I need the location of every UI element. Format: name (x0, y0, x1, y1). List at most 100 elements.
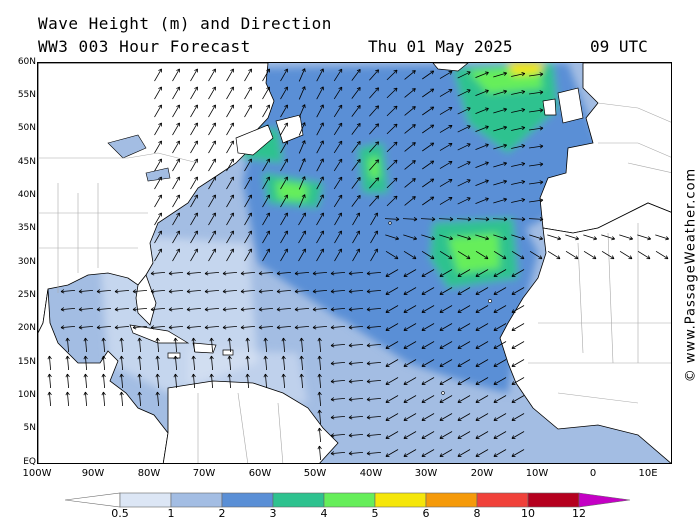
wave-direction-arrow (385, 449, 399, 457)
wave-direction-arrow (132, 307, 148, 312)
colorbar-label-12: 12 (572, 507, 586, 520)
wave-direction-arrow (280, 122, 288, 136)
wave-direction-arrow (529, 162, 544, 167)
wave-direction-arrow (493, 305, 507, 313)
wave-direction-arrow (280, 194, 288, 208)
wave-direction-arrow (172, 194, 180, 208)
wave-direction-arrow (330, 361, 346, 366)
wave-direction-arrow (137, 355, 142, 371)
wave-direction-arrow (511, 413, 525, 421)
wave-direction-arrow (258, 307, 274, 312)
colorbar-segment-4-5 (323, 492, 376, 508)
wave-direction-arrow (457, 359, 471, 367)
wave-direction-arrow (385, 234, 399, 241)
wave-direction-arrow (511, 125, 526, 131)
lon-label-60w: 60W (248, 468, 272, 479)
wave-direction-arrow (475, 71, 489, 78)
wave-direction-arrow (422, 160, 435, 170)
lat-label-55n: 55N (17, 90, 36, 100)
wave-direction-arrow (475, 107, 489, 114)
wave-direction-arrow (619, 234, 633, 241)
wave-direction-arrow (154, 248, 162, 262)
wave-direction-arrow (493, 395, 507, 403)
wave-direction-arrow (226, 122, 234, 136)
wave-direction-arrow (404, 70, 416, 80)
wave-direction-arrow (154, 122, 162, 136)
wave-direction-arrow (298, 68, 306, 82)
wave-direction-arrow (47, 355, 52, 371)
wave-direction-arrow (421, 377, 435, 385)
wave-direction-arrow (403, 234, 417, 241)
wave-direction-arrow (258, 325, 274, 330)
colorbar-segment-3-4 (272, 492, 325, 508)
wave-direction-arrow (511, 287, 525, 295)
wave-direction-arrow (403, 305, 417, 313)
wave-direction-arrow (317, 427, 322, 443)
wave-direction-arrow (421, 359, 435, 367)
country-borders (38, 102, 671, 463)
wave-direction-arrow (403, 449, 417, 457)
wave-direction-arrow (281, 355, 286, 371)
wave-direction-arrow (637, 234, 651, 241)
wave-direction-arrow (385, 323, 399, 331)
wave-direction-arrow (475, 269, 489, 277)
wave-direction-arrow (475, 323, 489, 331)
wave-direction-arrow (312, 271, 328, 276)
wave-direction-arrow (330, 397, 346, 402)
wave-direction-arrow (529, 144, 544, 149)
wave-direction-arrow (511, 449, 525, 457)
british-isles (557, 87, 584, 124)
wave-direction-arrow (456, 217, 472, 222)
wave-direction-arrow (369, 141, 380, 153)
north-america-land (38, 63, 275, 334)
wave-direction-arrow (154, 68, 162, 82)
wave-direction-arrow (369, 69, 380, 81)
wave-direction-arrow (190, 140, 198, 154)
wave-direction-arrow (316, 104, 324, 118)
wave-direction-arrow (209, 373, 214, 389)
wave-direction-arrow (439, 341, 453, 349)
wave-direction-arrow (493, 449, 507, 457)
colorbar-label-3: 3 (269, 507, 277, 520)
wave-direction-arrow (280, 230, 288, 244)
wave-direction-arrow (208, 248, 216, 262)
lat-label-5n: 5N (23, 423, 36, 433)
wave-direction-arrow (565, 250, 579, 260)
wave-direction-arrow (209, 355, 214, 371)
wave-direction-arrow (316, 194, 324, 208)
wave-direction-arrow (240, 271, 256, 276)
wave-direction-arrow (298, 194, 306, 208)
wave-direction-arrow (385, 359, 399, 367)
wave-direction-arrow (421, 431, 435, 439)
colorbar-segment-2-3 (221, 492, 274, 508)
wave-direction-arrow (154, 176, 162, 190)
wave-direction-arrow (385, 305, 399, 313)
wave-direction-arrow (351, 177, 361, 189)
wave-direction-arrow (154, 194, 162, 208)
wave-direction-arrow (222, 289, 238, 294)
wave-direction-arrow (511, 143, 526, 149)
colorbar-segment-8-10 (476, 492, 529, 508)
colorbar-label-1: 1 (167, 507, 175, 520)
wave-direction-arrow (439, 89, 453, 97)
wave-direction-arrow (276, 289, 292, 294)
wave-direction-arrow (317, 355, 322, 371)
wave-direction-arrow (366, 397, 382, 402)
wave-direction-arrow (475, 377, 489, 385)
wave-direction-arrow (619, 250, 633, 260)
wave-direction-arrow (475, 431, 489, 439)
wave-direction-arrow (316, 176, 324, 190)
wave-direction-arrow (529, 250, 543, 260)
wave-direction-arrow (475, 287, 489, 295)
wave-direction-arrow (333, 104, 343, 118)
wave-direction-arrow (475, 359, 489, 367)
wave-direction-arrow (529, 234, 543, 241)
south-america-land (162, 380, 339, 463)
wave-direction-arrow (457, 71, 471, 79)
wave-direction-arrow (439, 71, 453, 79)
wave-direction-arrow (403, 287, 417, 295)
newfoundland-island (275, 114, 304, 144)
wave-direction-arrow (565, 234, 579, 241)
wave-direction-arrow (119, 337, 124, 353)
wave-direction-arrow (244, 176, 252, 190)
